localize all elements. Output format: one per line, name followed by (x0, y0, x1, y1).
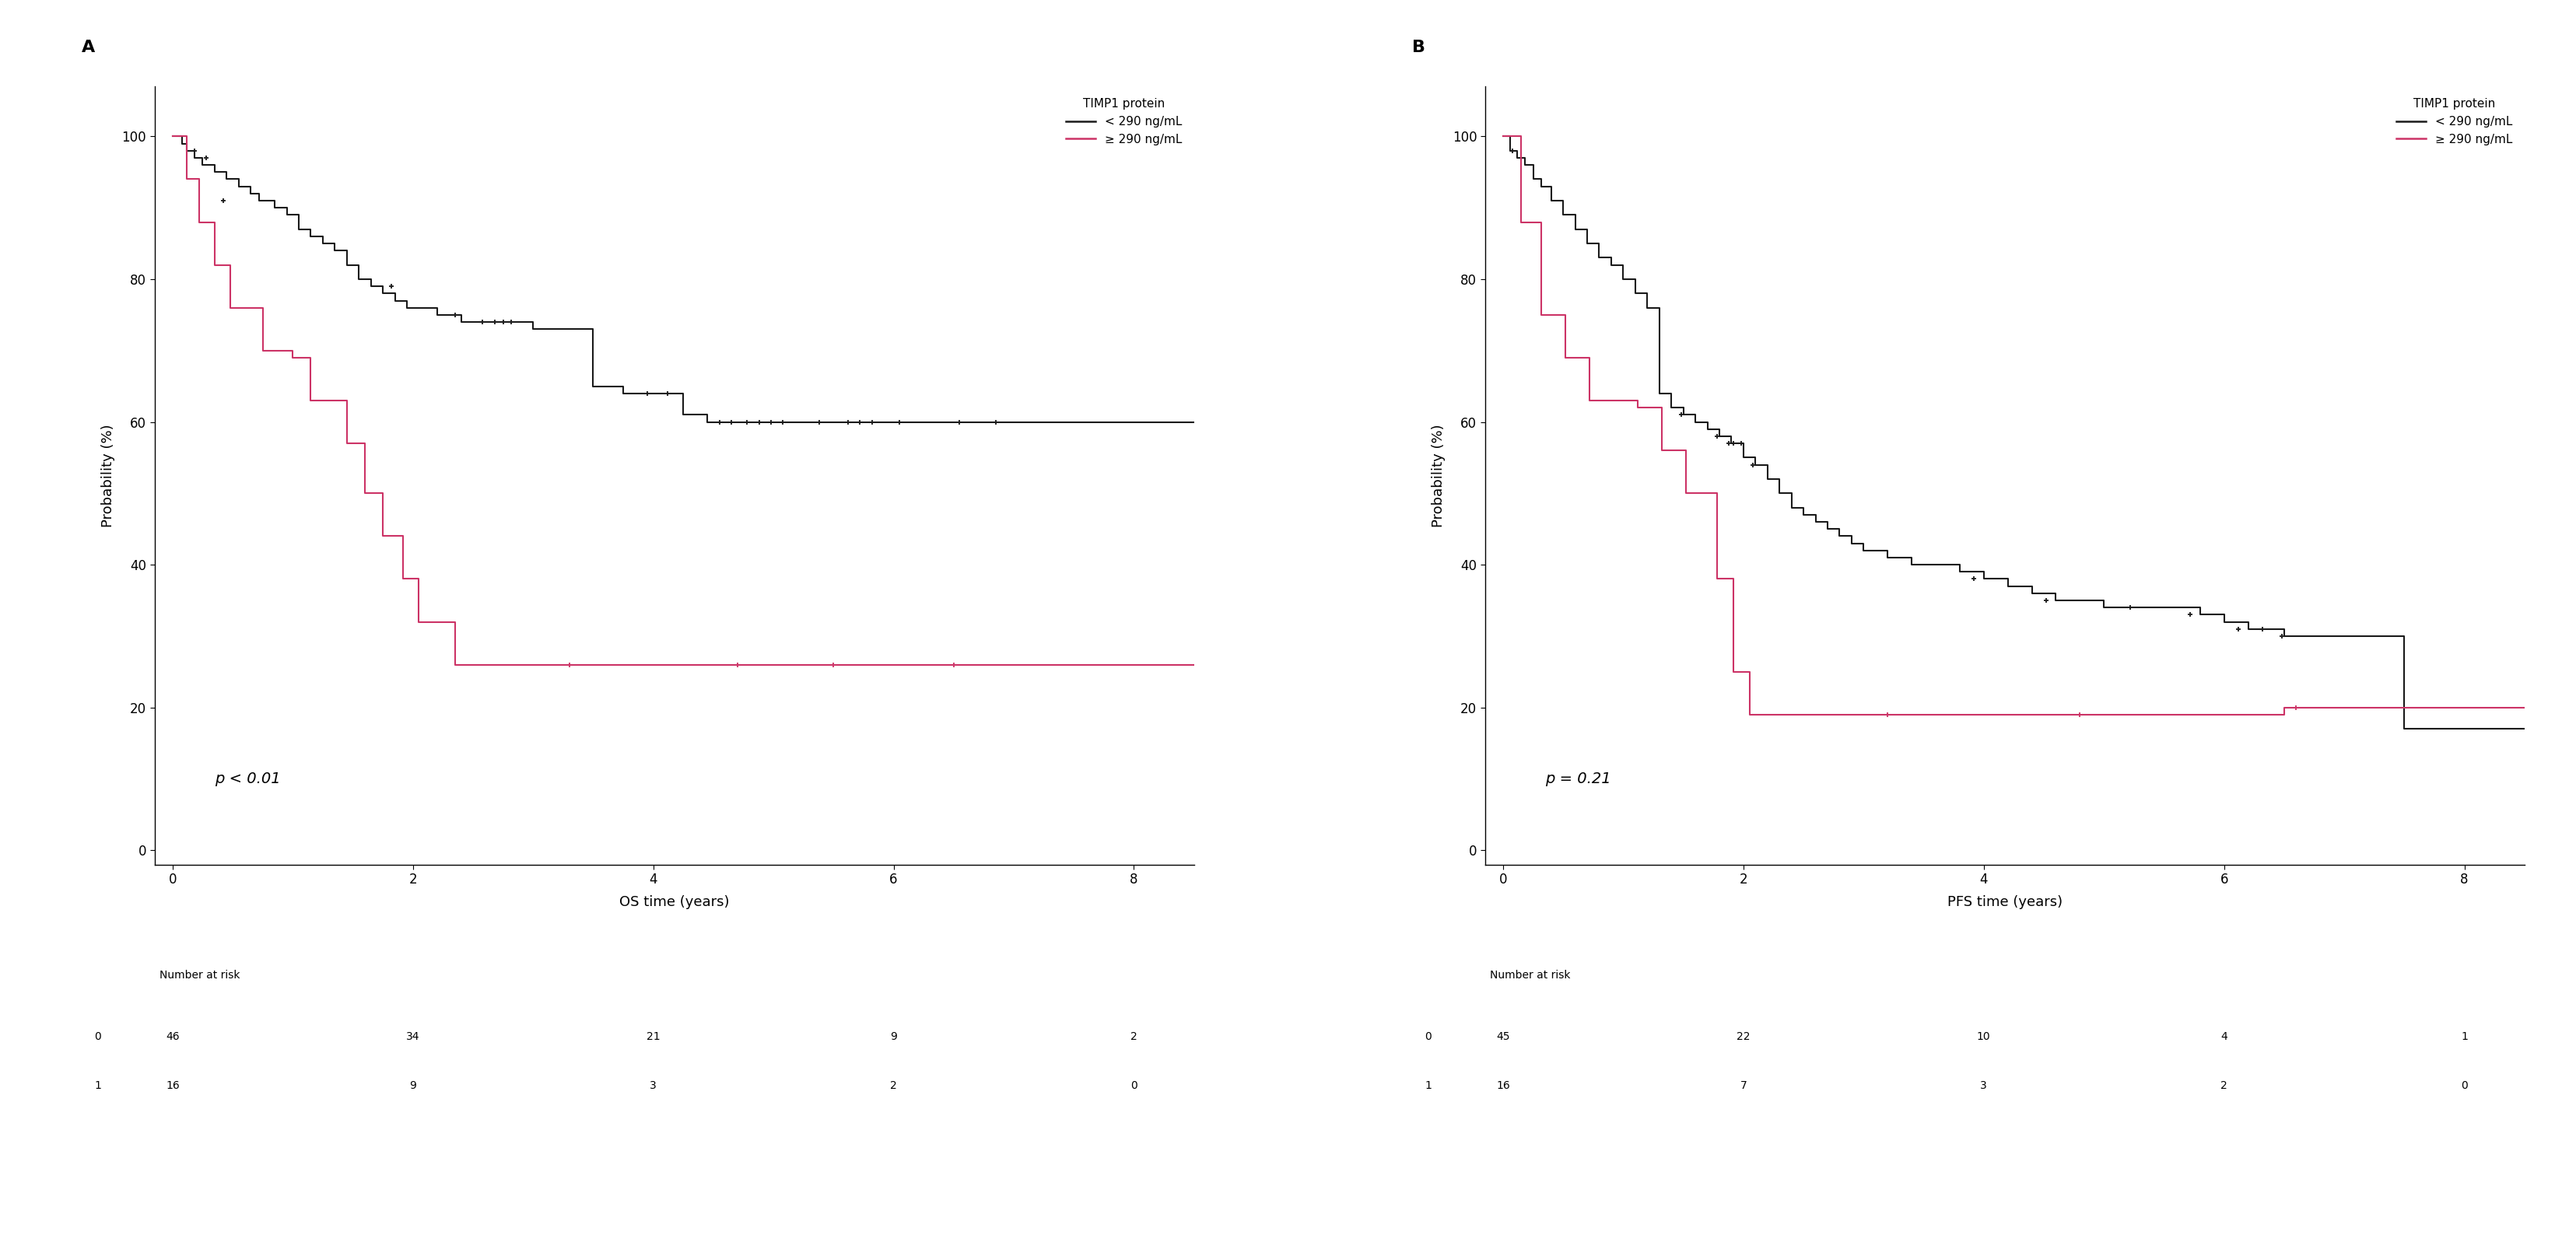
Text: 22: 22 (1736, 1031, 1749, 1042)
Text: 0: 0 (95, 1031, 100, 1042)
Text: p < 0.01: p < 0.01 (214, 771, 281, 785)
Text: 21: 21 (647, 1031, 659, 1042)
Text: Number at risk: Number at risk (1489, 969, 1571, 981)
Text: 9: 9 (891, 1031, 896, 1042)
Text: A: A (82, 40, 95, 56)
Legend: < 290 ng/mL, ≥ 290 ng/mL: < 290 ng/mL, ≥ 290 ng/mL (2391, 93, 2519, 151)
Text: 7: 7 (1739, 1081, 1747, 1092)
Text: B: B (1412, 40, 1425, 56)
Text: 16: 16 (165, 1081, 180, 1092)
Text: 0: 0 (2460, 1081, 2468, 1092)
Text: 1: 1 (1425, 1081, 1432, 1092)
Text: 34: 34 (407, 1031, 420, 1042)
Text: 4: 4 (2221, 1031, 2228, 1042)
Text: 0: 0 (1131, 1081, 1139, 1092)
Text: 1: 1 (2460, 1031, 2468, 1042)
Text: 9: 9 (410, 1081, 417, 1092)
Text: 45: 45 (1497, 1031, 1510, 1042)
Text: Number at risk: Number at risk (160, 969, 240, 981)
Text: 1: 1 (95, 1081, 100, 1092)
Y-axis label: Probability (%): Probability (%) (100, 424, 116, 527)
Text: 10: 10 (1976, 1031, 1991, 1042)
Text: 3: 3 (1981, 1081, 1986, 1092)
Text: 46: 46 (165, 1031, 180, 1042)
X-axis label: OS time (years): OS time (years) (618, 895, 729, 909)
Text: 2: 2 (2221, 1081, 2228, 1092)
Text: 0: 0 (1425, 1031, 1432, 1042)
Text: 2: 2 (891, 1081, 896, 1092)
Text: 2: 2 (1131, 1031, 1139, 1042)
X-axis label: PFS time (years): PFS time (years) (1947, 895, 2063, 909)
Text: 3: 3 (649, 1081, 657, 1092)
Legend: < 290 ng/mL, ≥ 290 ng/mL: < 290 ng/mL, ≥ 290 ng/mL (1059, 93, 1188, 151)
Text: p = 0.21: p = 0.21 (1546, 771, 1610, 785)
Y-axis label: Probability (%): Probability (%) (1432, 424, 1445, 527)
Text: 16: 16 (1497, 1081, 1510, 1092)
